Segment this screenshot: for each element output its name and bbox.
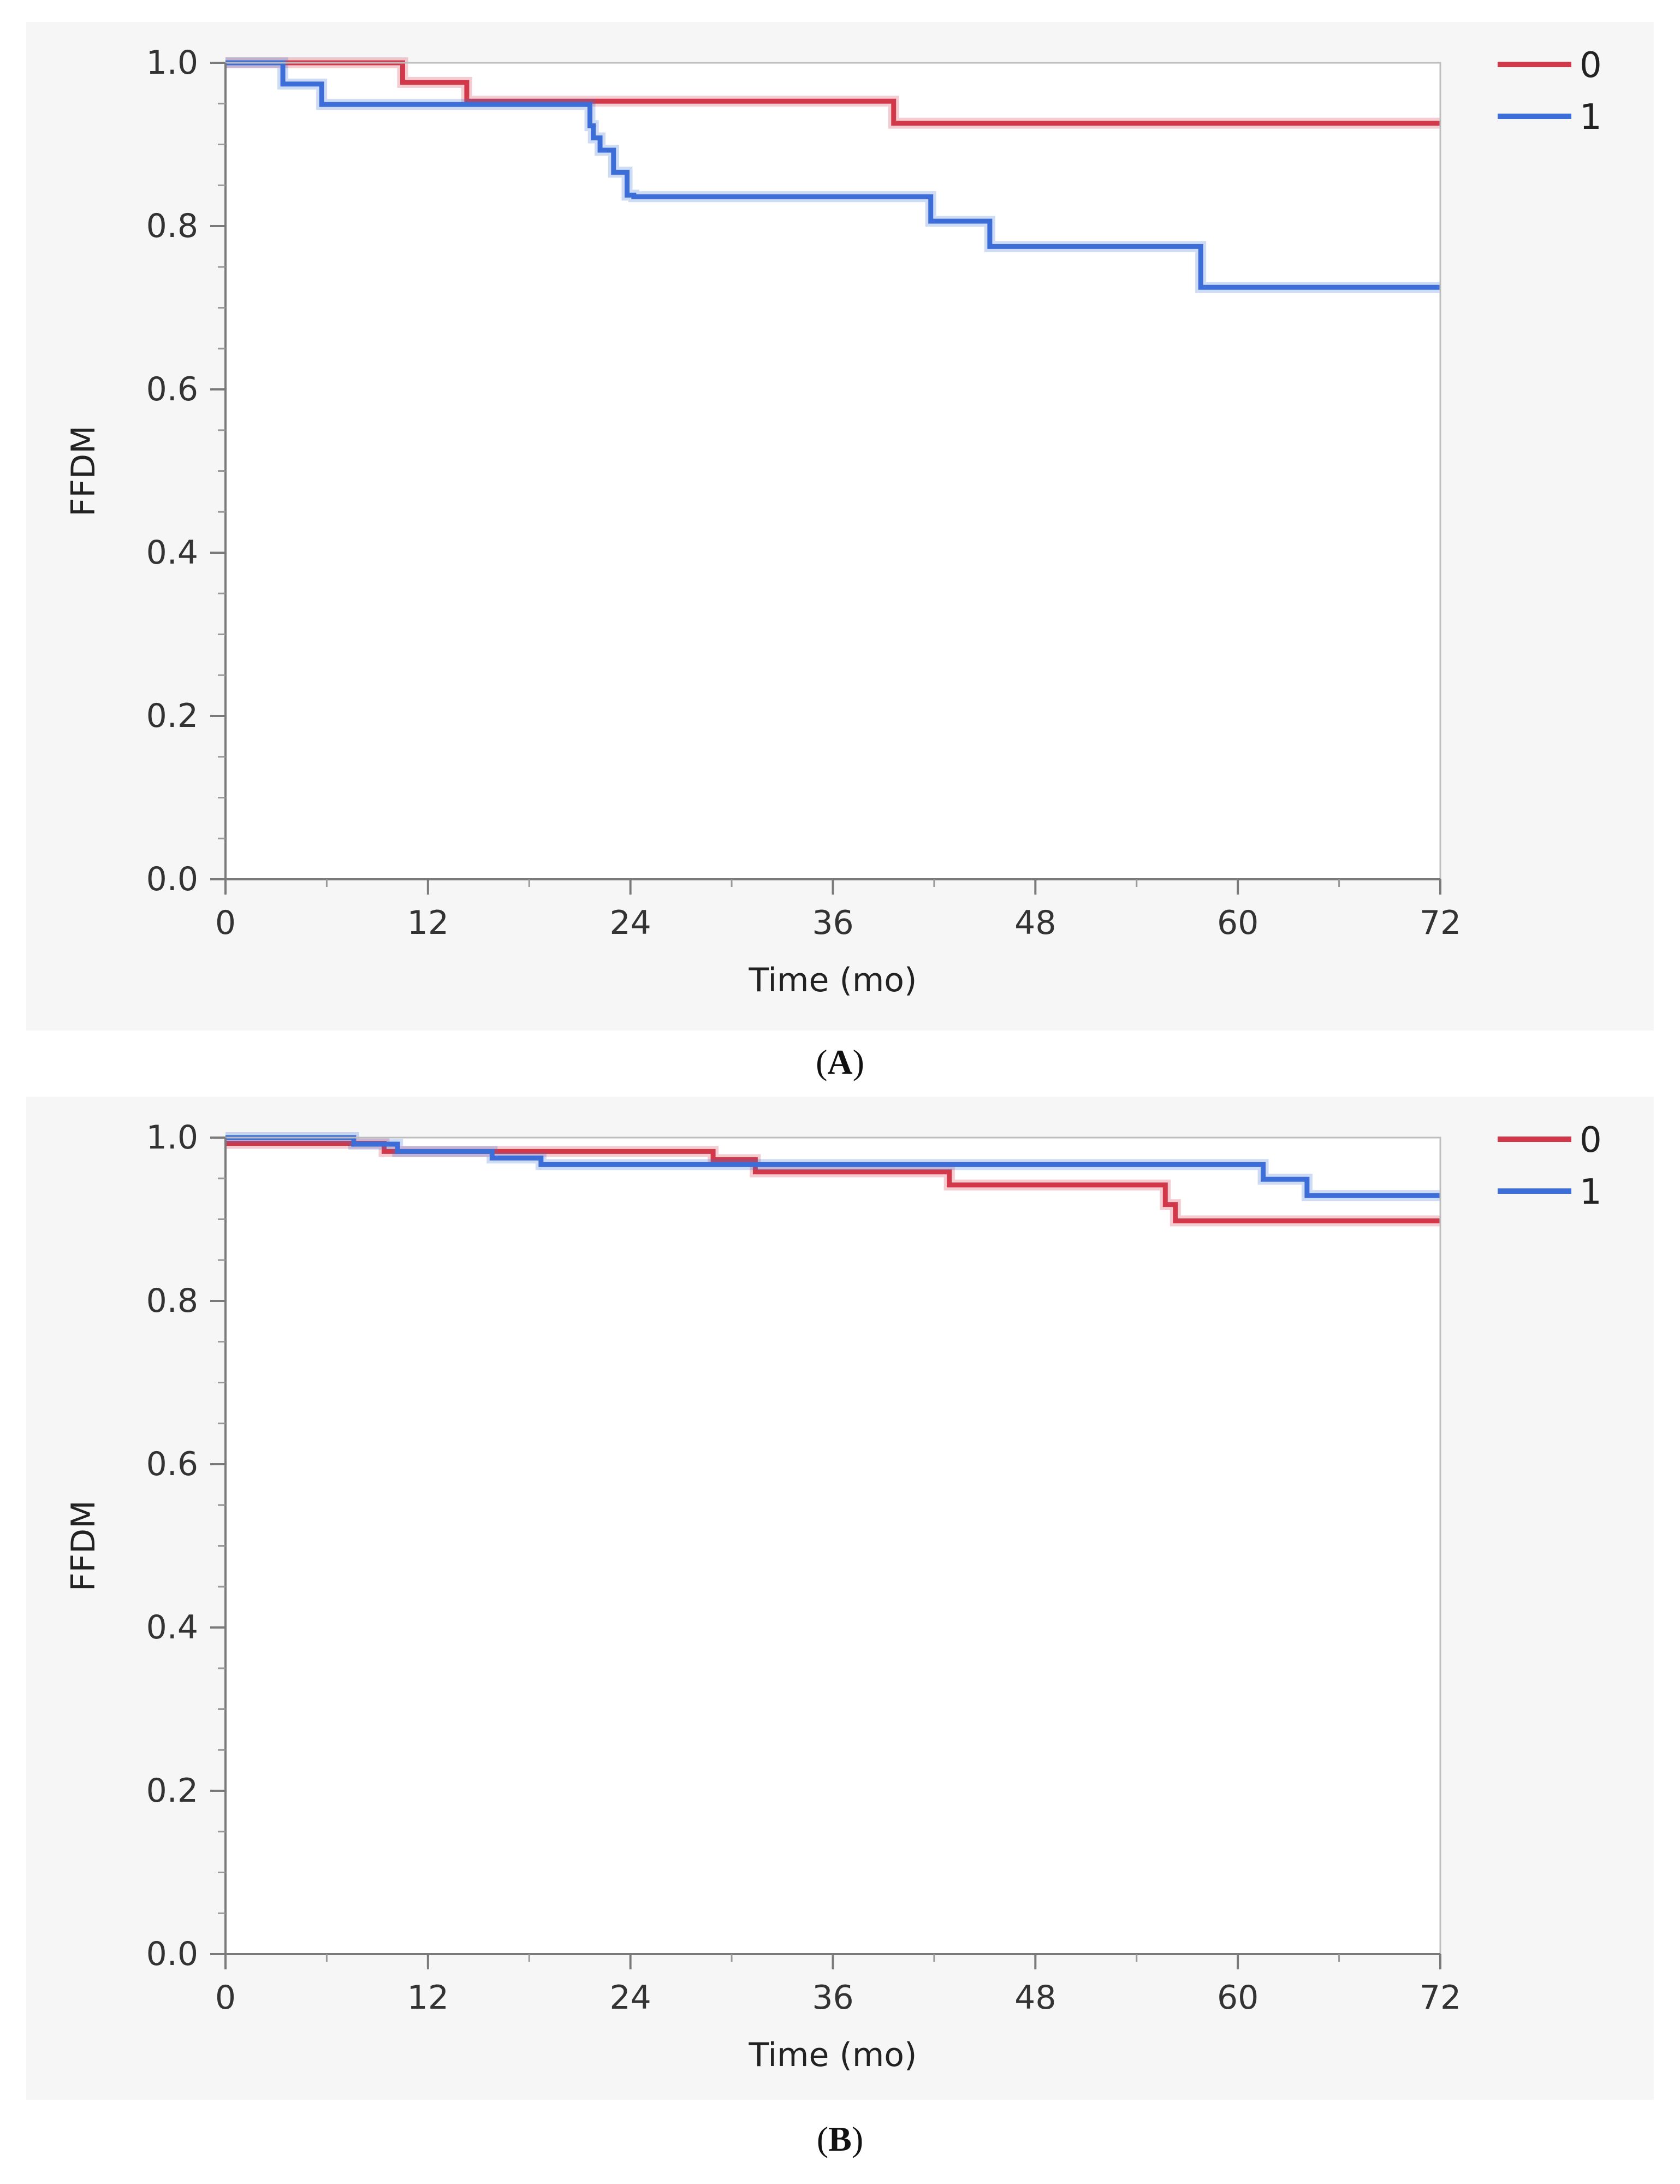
panel-label-b: B xyxy=(828,2120,852,2158)
y-tick-label: 0.0 xyxy=(146,1935,198,1973)
x-tick-label: 12 xyxy=(407,904,449,942)
plot-area xyxy=(225,63,1440,879)
x-axis-title: Time (mo) xyxy=(749,961,917,999)
panel-caption-a: (A) xyxy=(816,1043,864,1081)
y-tick-label: 0.8 xyxy=(146,1282,198,1320)
x-tick-label: 36 xyxy=(812,904,853,942)
legend-label-0: 0 xyxy=(1580,45,1602,86)
x-tick-label: 0 xyxy=(215,904,236,942)
series-line-1 xyxy=(225,1135,1440,1198)
y-tick-label: 0.4 xyxy=(146,534,198,572)
x-tick-label: 48 xyxy=(1014,1979,1056,2017)
plot-area xyxy=(225,1138,1440,1954)
y-tick-label: 0.6 xyxy=(146,370,198,409)
y-axis-title: FFDM xyxy=(64,1500,103,1591)
series-line-1 xyxy=(225,60,1440,290)
x-tick-label: 60 xyxy=(1217,904,1258,942)
y-tick-label: 0.4 xyxy=(146,1608,198,1647)
x-tick-label: 72 xyxy=(1420,904,1461,942)
x-axis-title: Time (mo) xyxy=(749,2036,917,2074)
x-tick-label: 72 xyxy=(1420,1979,1461,2017)
x-tick-label: 60 xyxy=(1217,1979,1258,2017)
x-tick-label: 36 xyxy=(812,1979,853,2017)
x-tick-label: 48 xyxy=(1014,904,1056,942)
chart-panel-a: 0.0 0.2 0.4 0.6 0.8 1.0 0 12 24 36 48 60 72 Time (mo)… xyxy=(26,22,1654,1031)
x-tick-label: 24 xyxy=(609,904,651,942)
km-chart-b: 0.0 0.2 0.4 0.6 0.8 1.0 0 12 24 36 48 60 72 Time (mo)… xyxy=(64,1118,1602,2074)
legend-label-1: 1 xyxy=(1580,97,1602,138)
legend-label-0: 0 xyxy=(1580,1120,1602,1161)
y-tick-label: 0.8 xyxy=(146,207,198,245)
y-tick-label: 0.2 xyxy=(146,697,198,735)
series-line-0 xyxy=(225,60,1440,126)
panel-label-a: A xyxy=(827,1043,853,1081)
km-chart-a: 0.0 0.2 0.4 0.6 0.8 1.0 0 12 24 36 48 60 72 Time (mo)… xyxy=(64,44,1602,999)
y-axis-title: FFDM xyxy=(64,425,103,517)
y-tick-label: 0.6 xyxy=(146,1445,198,1483)
y-tick-label: 0.2 xyxy=(146,1772,198,1810)
legend-label-1: 1 xyxy=(1580,1172,1602,1212)
y-tick-label: 0.0 xyxy=(146,860,198,898)
panel-caption-b: (B) xyxy=(816,2120,864,2158)
y-tick-label: 1.0 xyxy=(146,44,198,82)
y-tick-label: 1.0 xyxy=(146,1118,198,1157)
chart-panel-b: 0.0 0.2 0.4 0.6 0.8 1.0 0 12 24 36 48 60 72 Time (mo)… xyxy=(26,1097,1654,2100)
x-tick-label: 0 xyxy=(215,1979,236,2017)
x-tick-label: 12 xyxy=(407,1979,449,2017)
x-tick-label: 24 xyxy=(609,1979,651,2017)
